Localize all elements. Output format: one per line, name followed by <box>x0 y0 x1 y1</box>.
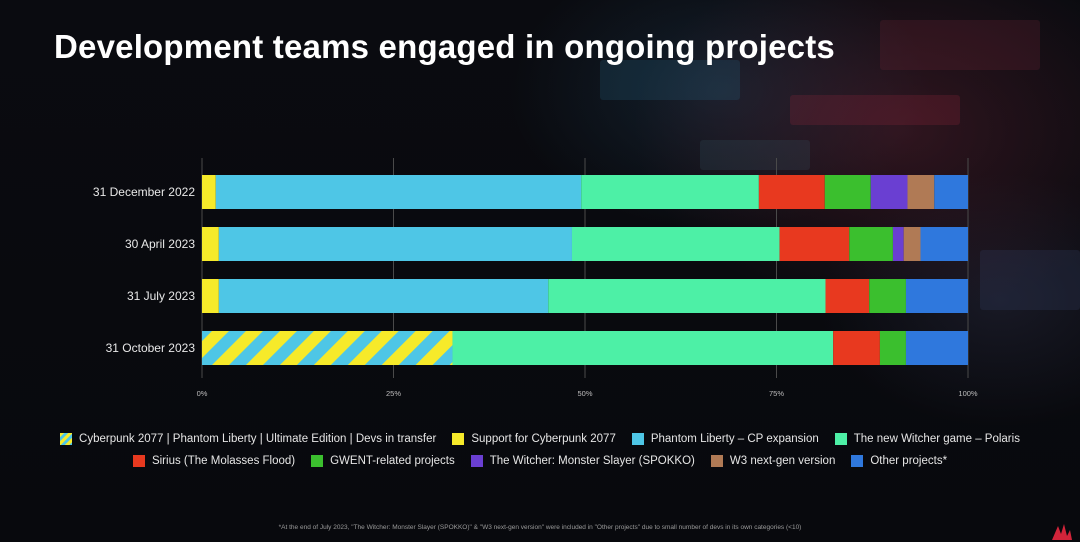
legend-label: Sirius (The Molasses Flood) <box>151 455 296 467</box>
bar-segment-sirius <box>758 175 825 209</box>
background-neon-sign <box>600 60 740 100</box>
x-tick-label: 25% <box>386 389 401 398</box>
bar-segment-phantom <box>218 227 572 261</box>
legend-row: Cyberpunk 2077 | Phantom Liberty | Ultim… <box>0 433 1080 445</box>
x-tick-label: 0% <box>197 389 208 398</box>
bar-segment-support <box>202 175 216 209</box>
legend-item-transfer: Cyberpunk 2077 | Phantom Liberty | Ultim… <box>60 433 436 445</box>
bar-segment-polaris <box>581 175 759 209</box>
legend-item-other: Other projects* <box>851 455 947 467</box>
legend-swatch <box>60 433 73 445</box>
bar-segment-gwent <box>879 331 906 365</box>
bar-segment-other <box>905 331 968 365</box>
legend-label: GWENT-related projects <box>330 455 455 467</box>
bar-segment-other <box>905 279 968 313</box>
category-label: 31 October 2023 <box>106 341 196 355</box>
legend-label: Other projects* <box>870 455 948 467</box>
legend-row: Sirius (The Molasses Flood) GWENT-related… <box>0 455 1080 467</box>
bar-segment-gwent <box>869 279 906 313</box>
legend-item-spokko: The Witcher: Monster Slayer (SPOKKO) <box>470 455 695 467</box>
legend-swatch <box>631 433 644 445</box>
stacked-bar-chart: 31 December 2022 30 April 2023 31 July 202… <box>93 158 978 398</box>
legend-label: W3 next-gen version <box>729 455 836 467</box>
bar-segment-spokko <box>892 227 904 261</box>
legend-label: Support for Cyberpunk 2077 <box>471 433 616 445</box>
bar-segment-support <box>202 227 219 261</box>
bar-segment-spokko <box>870 175 908 209</box>
legend-swatch <box>311 455 324 467</box>
bar-segment-support <box>202 279 219 313</box>
bar-segment-transfer <box>202 331 453 365</box>
footnote: *At the end of July 2023, "The Witcher: … <box>278 524 802 531</box>
bar-segment-sirius <box>833 331 880 365</box>
legend-swatch <box>834 433 847 445</box>
bar-segment-other <box>920 227 968 261</box>
bar-segment-phantom <box>215 175 582 209</box>
legend-item-gwent: GWENT-related projects <box>311 455 455 467</box>
bar-segment-other <box>934 175 968 209</box>
bar-segment-gwent <box>849 227 893 261</box>
legend-swatch <box>470 455 483 467</box>
background-neon-sign <box>790 95 960 125</box>
x-tick-label: 50% <box>577 389 592 398</box>
bar-segment-polaris <box>548 279 826 313</box>
bars <box>202 175 968 365</box>
chart-title: Development teams engaged in ongoing pro… <box>54 28 835 65</box>
legend-swatch <box>851 455 864 467</box>
category-label: 31 July 2023 <box>127 289 195 303</box>
bar-segment-phantom <box>218 279 549 313</box>
legend-label: Cyberpunk 2077 | Phantom Liberty | Ultim… <box>79 433 437 445</box>
bar-segment-sirius <box>825 279 870 313</box>
legend-label: The Witcher: Monster Slayer (SPOKKO) <box>489 455 695 467</box>
x-axis-ticks: 0% 25% 50% 75% 100% <box>197 389 978 398</box>
category-labels: 31 December 2022 30 April 2023 31 July 202… <box>93 185 195 355</box>
bar-segment-polaris <box>452 331 834 365</box>
bar-segment-w3ng <box>903 227 921 261</box>
background-neon-sign <box>880 20 1040 70</box>
legend-item-phantom: Phantom Liberty – CP expansion <box>631 433 819 445</box>
legend-item-w3ng: W3 next-gen version <box>710 455 836 467</box>
x-tick-label: 100% <box>958 389 978 398</box>
legend-swatch <box>710 455 723 467</box>
category-label: 30 April 2023 <box>125 237 195 251</box>
legend-swatch <box>132 455 145 467</box>
bar-segment-gwent <box>824 175 871 209</box>
legend-label: Phantom Liberty – CP expansion <box>650 433 819 445</box>
x-tick-label: 75% <box>769 389 784 398</box>
background-neon-sign <box>700 140 810 170</box>
logo-mark-icon <box>1052 524 1072 540</box>
legend-swatch <box>452 433 465 445</box>
background-neon-sign <box>980 250 1080 310</box>
bar-segment-sirius <box>779 227 850 261</box>
category-label: 31 December 2022 <box>93 185 195 199</box>
legend-item-sirius: Sirius (The Molasses Flood) <box>132 455 296 467</box>
bar-segment-w3ng <box>907 175 935 209</box>
legend-item-support: Support for Cyberpunk 2077 <box>452 433 616 445</box>
legend-label: The new Witcher game – Polaris <box>853 433 1020 445</box>
legend-item-polaris: The new Witcher game – Polaris <box>834 433 1020 445</box>
bar-segment-polaris <box>571 227 780 261</box>
